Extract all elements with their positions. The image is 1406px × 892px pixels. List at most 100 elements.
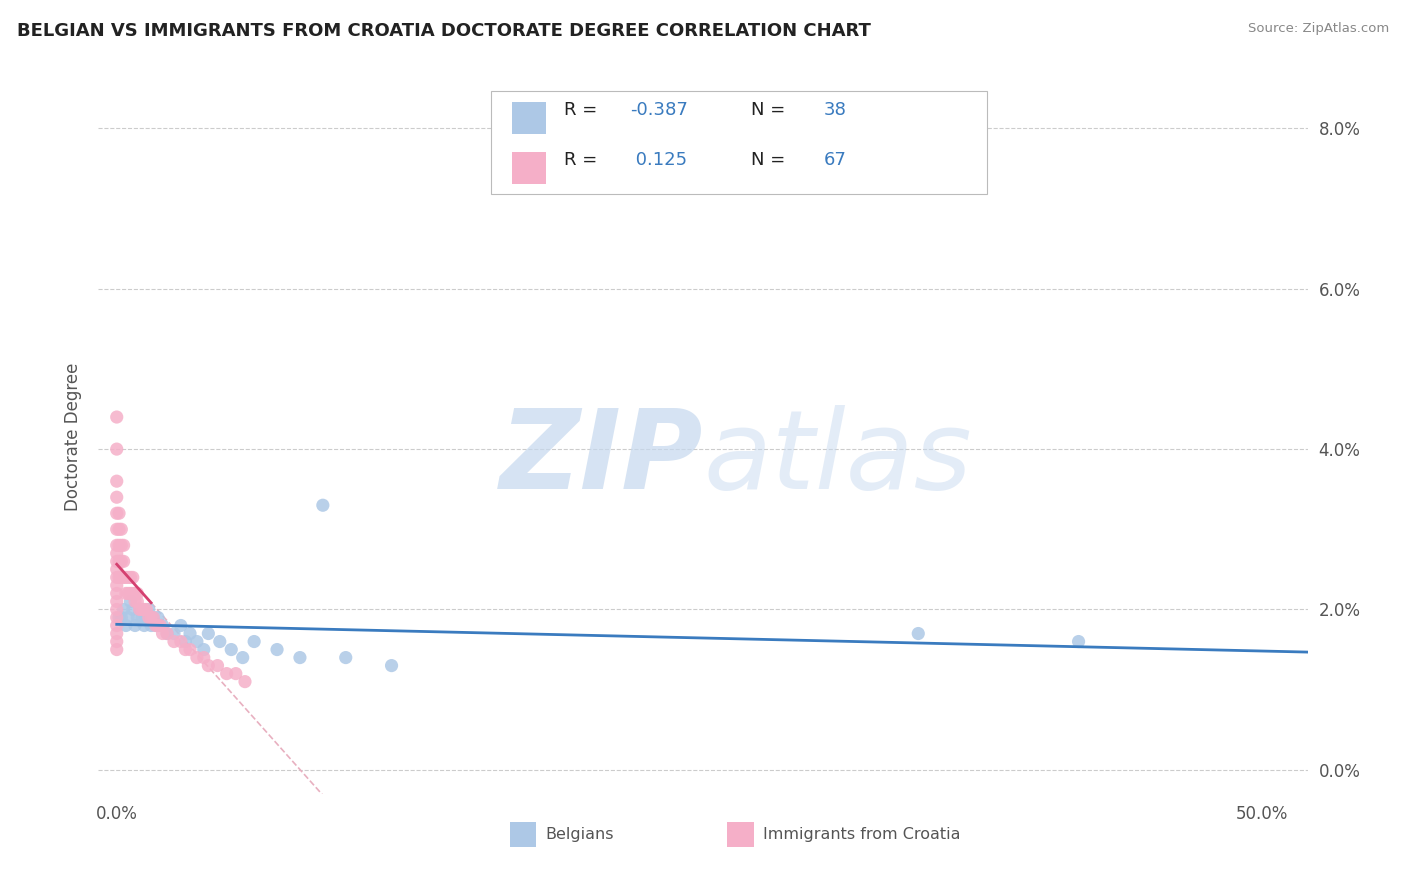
Point	[115, 618, 138, 632]
Point	[193, 642, 215, 657]
Point	[105, 562, 128, 576]
Text: ZIP: ZIP	[499, 405, 703, 512]
Point	[105, 586, 128, 600]
Point	[219, 642, 242, 657]
Point	[105, 626, 128, 640]
Point	[142, 610, 165, 624]
Text: atlas: atlas	[703, 405, 972, 512]
Point	[105, 610, 128, 624]
Point	[108, 610, 131, 624]
Point	[127, 586, 149, 600]
Point	[121, 602, 143, 616]
Point	[105, 570, 128, 584]
Point	[215, 666, 238, 681]
Point	[163, 626, 186, 640]
Point	[110, 570, 132, 584]
Text: 67: 67	[824, 151, 846, 169]
Point	[135, 602, 157, 616]
Point	[197, 658, 219, 673]
Point	[105, 602, 128, 616]
Point	[108, 554, 131, 568]
Point	[117, 570, 139, 584]
Point	[120, 594, 142, 608]
Point	[108, 506, 131, 520]
Point	[105, 594, 128, 608]
Point	[105, 474, 128, 488]
Point	[105, 642, 128, 657]
Point	[105, 410, 128, 425]
Text: R =: R =	[564, 101, 603, 119]
Point	[124, 594, 146, 608]
Point	[108, 538, 131, 552]
Point	[112, 602, 135, 616]
Point	[138, 610, 160, 624]
Point	[146, 610, 169, 624]
Point	[124, 586, 146, 600]
Point	[112, 554, 135, 568]
Point	[105, 522, 128, 536]
Point	[108, 570, 131, 584]
Point	[138, 602, 160, 616]
Point	[127, 594, 149, 608]
Point	[186, 650, 208, 665]
Point	[243, 634, 266, 648]
Point	[179, 626, 201, 640]
Point	[105, 618, 128, 632]
Point	[117, 610, 139, 624]
Point	[146, 618, 169, 632]
Point	[105, 634, 128, 648]
Point	[152, 626, 174, 640]
Point	[266, 642, 288, 657]
Point	[380, 658, 402, 673]
Text: N =: N =	[751, 151, 792, 169]
Point	[105, 546, 128, 560]
Point	[156, 626, 179, 640]
Point	[139, 618, 162, 632]
Point	[105, 506, 128, 520]
Point	[105, 578, 128, 592]
Text: 0.125: 0.125	[630, 151, 688, 169]
Point	[152, 618, 174, 632]
Point	[170, 634, 193, 648]
Text: BELGIAN VS IMMIGRANTS FROM CROATIA DOCTORATE DEGREE CORRELATION CHART: BELGIAN VS IMMIGRANTS FROM CROATIA DOCTO…	[17, 22, 870, 40]
Point	[174, 634, 197, 648]
Point	[120, 570, 142, 584]
Text: R =: R =	[564, 151, 603, 169]
Point	[120, 586, 142, 600]
Point	[108, 522, 131, 536]
Point	[105, 490, 128, 504]
Point	[142, 610, 165, 624]
Point	[197, 626, 219, 640]
Point	[131, 602, 153, 616]
Point	[145, 618, 167, 632]
Point	[335, 650, 357, 665]
Point	[907, 626, 929, 640]
Point	[225, 666, 247, 681]
Bar	[512, 102, 546, 134]
Point	[115, 586, 138, 600]
Point	[115, 570, 138, 584]
Bar	[509, 822, 536, 847]
Point	[186, 634, 208, 648]
Text: N =: N =	[751, 101, 792, 119]
Point	[124, 618, 146, 632]
Point	[110, 522, 132, 536]
FancyBboxPatch shape	[492, 91, 987, 194]
Point	[179, 642, 201, 657]
Point	[139, 610, 162, 624]
Point	[131, 610, 153, 624]
Point	[288, 650, 311, 665]
Point	[135, 610, 157, 624]
Point	[117, 586, 139, 600]
Point	[149, 618, 172, 632]
Y-axis label: Doctorate Degree: Doctorate Degree	[65, 363, 83, 511]
Bar	[727, 822, 754, 847]
Point	[312, 498, 335, 512]
Point	[232, 650, 254, 665]
Point	[121, 586, 143, 600]
Point	[208, 634, 231, 648]
Point	[128, 602, 150, 616]
Point	[145, 618, 167, 632]
Text: Immigrants from Croatia: Immigrants from Croatia	[763, 827, 960, 842]
Text: Source: ZipAtlas.com: Source: ZipAtlas.com	[1249, 22, 1389, 36]
